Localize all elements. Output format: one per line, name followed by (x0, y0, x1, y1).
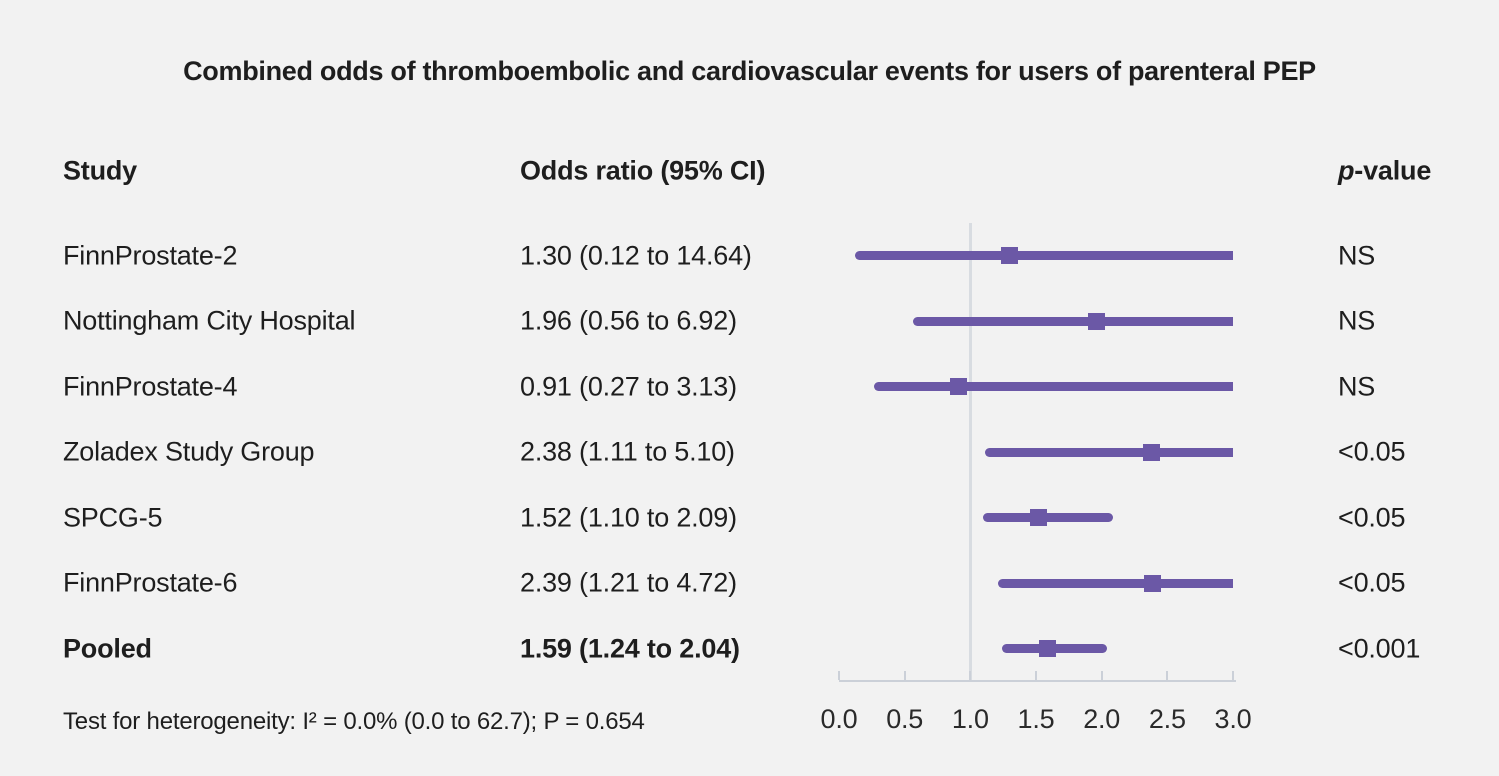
reference-line-1.0 (968, 223, 972, 682)
p-value: <0.05 (1338, 436, 1406, 467)
axis-tick-label: 1.0 (951, 704, 989, 734)
study-label: Nottingham City Hospital (63, 305, 356, 336)
axis-tick-label: 1.5 (1017, 704, 1055, 734)
column-header-p-value: p-value (1338, 156, 1431, 187)
point-estimate-marker (950, 378, 967, 395)
p-value: NS (1338, 240, 1376, 270)
axis-tick-label: 2.0 (1083, 704, 1121, 734)
axis-tick (903, 671, 906, 680)
odds-ratio-value: 0.91 (0.27 to 3.13) (520, 371, 737, 401)
study-label: FinnProstate-6 (63, 567, 238, 598)
confidence-interval-bar (854, 251, 1233, 260)
p-value-header-rest: -value (1354, 155, 1432, 186)
study-label: SPCG-5 (63, 502, 163, 532)
odds-ratio-value: 1.96 (0.56 to 6.92) (520, 305, 737, 336)
column-header-odds-ratio: Odds ratio (95% CI) (520, 155, 766, 186)
axis-tick-label: 3.0 (1214, 704, 1252, 734)
odds-ratio-value: 2.38 (1.11 to 5.10) (520, 436, 735, 467)
point-estimate-marker (1030, 509, 1048, 526)
heterogeneity-note: Test for heterogeneity: I² = 0.0% (0.0 t… (63, 708, 645, 735)
column-header-study: Study (63, 155, 138, 186)
confidence-interval-bar (874, 382, 1233, 391)
axis-tick-label: 0.5 (886, 704, 924, 734)
point-estimate-marker (1039, 640, 1057, 657)
study-label: Pooled (63, 633, 152, 663)
p-value-header-italic-p: p (1338, 155, 1355, 186)
point-estimate-marker (1143, 443, 1161, 461)
axis-tick (1100, 671, 1103, 680)
odds-ratio-value: 1.59 (1.24 to 2.04) (520, 633, 740, 663)
odds-ratio-value: 1.30 (0.12 to 14.64) (520, 240, 752, 270)
p-value: <0.05 (1338, 502, 1406, 532)
axis-tick (838, 671, 840, 680)
axis-tick (1166, 671, 1169, 680)
axis-tick (1035, 671, 1037, 680)
point-estimate-marker (1087, 312, 1105, 330)
axis-tick-label: 0.0 (820, 704, 858, 734)
study-label: FinnProstate-4 (63, 371, 238, 401)
odds-ratio-value: 2.39 (1.21 to 4.72) (520, 567, 737, 598)
point-estimate-marker (1001, 247, 1019, 264)
axis-tick (969, 671, 972, 680)
p-value: NS (1338, 305, 1376, 336)
p-value: NS (1338, 371, 1376, 401)
confidence-interval-bar (997, 578, 1233, 588)
x-axis-line (839, 680, 1236, 682)
chart-title: Combined odds of thromboembolic and card… (183, 56, 1316, 86)
study-label: Zoladex Study Group (63, 436, 315, 467)
confidence-interval-bar (983, 513, 1114, 522)
odds-ratio-value: 1.52 (1.10 to 2.09) (520, 502, 737, 532)
study-label: FinnProstate-2 (63, 240, 238, 270)
axis-tick (1232, 671, 1234, 680)
p-value: <0.05 (1338, 567, 1406, 598)
confidence-interval-bar (912, 316, 1233, 326)
axis-tick-label: 2.5 (1148, 704, 1186, 734)
plot-area (838, 220, 1236, 682)
confidence-interval-bar (984, 447, 1233, 457)
p-value: <0.001 (1338, 633, 1421, 663)
point-estimate-marker (1144, 574, 1162, 592)
